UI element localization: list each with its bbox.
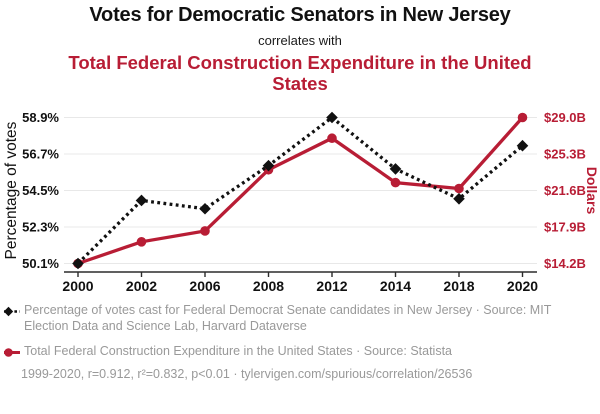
circle-marker xyxy=(454,183,464,194)
right-axis-tick-label: $14.2B xyxy=(544,256,586,271)
right-axis-tick-label: $17.9B xyxy=(544,220,586,235)
series-line-diamond xyxy=(76,115,524,265)
right-axis-tick-label: $25.3B xyxy=(544,147,586,162)
series-line-circle xyxy=(77,116,524,266)
diamond-marker xyxy=(72,257,84,270)
x-axis-tick-label: 2002 xyxy=(126,278,157,294)
legend-item-expenditure: Total Federal Construction Expenditure i… xyxy=(3,343,597,359)
chart-header: Votes for Democratic Senators in New Jer… xyxy=(0,4,600,94)
legend-label-expenditure: Total Federal Construction Expenditure i… xyxy=(24,344,453,358)
diamond-marker xyxy=(516,139,529,152)
x-axis-tick-label: 2012 xyxy=(316,278,347,294)
circle-marker xyxy=(200,226,210,236)
x-axis-tick-label: 2014 xyxy=(380,278,411,294)
x-axis-tick-label: 2000 xyxy=(62,278,93,294)
legend-item-votes: Percentage of votes cast for Federal Dem… xyxy=(3,302,597,334)
diamond-marker xyxy=(135,194,148,207)
right-axis-tick-label: $21.6B xyxy=(544,183,586,198)
red-subtitle: Total Federal Construction Expenditure i… xyxy=(68,52,532,94)
x-axis-tick-label: 2006 xyxy=(189,278,220,294)
right-axis-title: Dollars xyxy=(584,167,600,215)
diamond-marker xyxy=(326,111,338,124)
left-axis-title: Percentage of votes xyxy=(3,121,20,259)
circle-marker xyxy=(136,236,147,247)
stats-footer: 1999-2020, r=0.912, r²=0.832, p<0.01 · t… xyxy=(21,367,473,381)
legend: Percentage of votes cast for Federal Dem… xyxy=(3,302,597,382)
x-axis-tick-label: 2018 xyxy=(443,278,474,294)
left-axis-tick-label: 56.7% xyxy=(22,147,59,162)
x-axis-tick-label: 2008 xyxy=(253,278,284,294)
correlates-with-text: correlates with xyxy=(258,33,342,48)
x-axis-tick-label: 2020 xyxy=(507,278,538,294)
left-axis-tick-label: 54.5% xyxy=(22,183,59,198)
right-axis-tick-label: $29.0B xyxy=(544,110,586,125)
legend-label-votes: Percentage of votes cast for Federal Dem… xyxy=(24,303,552,333)
solid-line-circle-icon xyxy=(4,348,20,357)
left-axis-tick-label: 50.1% xyxy=(22,256,59,271)
circle-marker xyxy=(327,133,337,144)
circle-marker xyxy=(517,112,528,123)
circle-marker xyxy=(390,177,401,188)
left-axis-tick-label: 52.3% xyxy=(22,220,59,235)
diamond-marker xyxy=(199,202,211,215)
chart-canvas: 50.1% $14.2B 52.3% $17.9B 54.5% $21.6B 56.7% $2… xyxy=(3,110,600,294)
left-axis-tick-label: 58.9% xyxy=(22,110,59,125)
diamond-marker xyxy=(389,163,402,175)
dashed-line-diamond-icon xyxy=(3,306,20,317)
page-title: Votes for Democratic Senators in New Jer… xyxy=(89,4,511,26)
